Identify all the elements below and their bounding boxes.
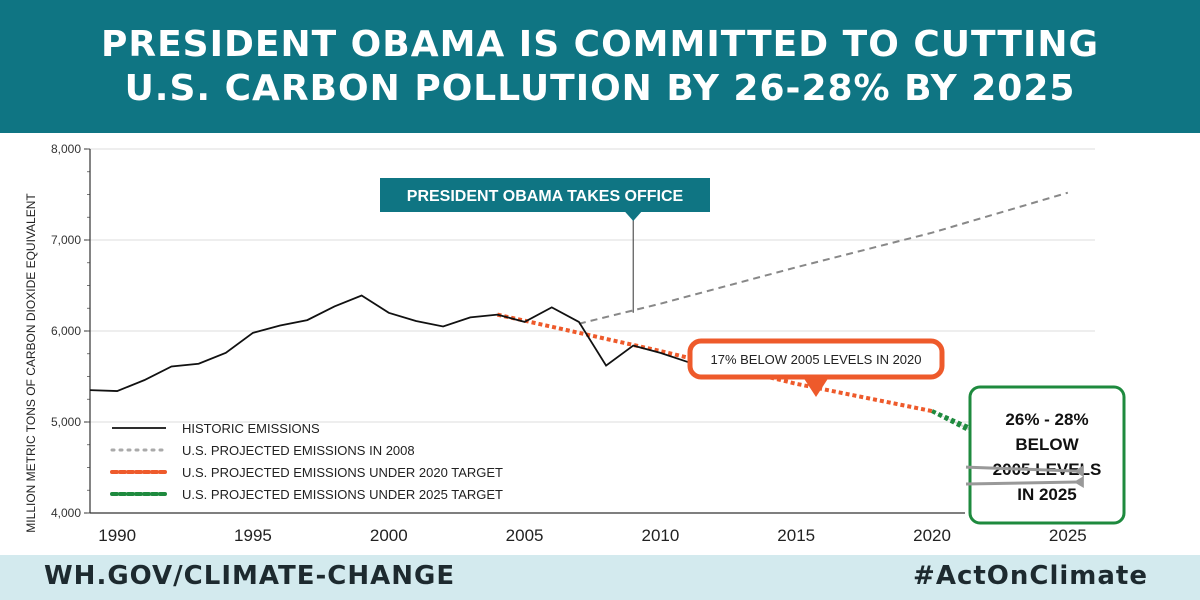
obama-office-box — [380, 178, 710, 212]
footer-hashtag[interactable]: #ActOnClimate — [913, 561, 1148, 591]
x-tick-labels: 1990 1995 2000 2005 2010 2015 2020 2025 — [98, 526, 1087, 545]
obama-office-label: PRESIDENT OBAMA TAKES OFFICE — [407, 188, 684, 205]
x-tick-label: 2015 — [777, 526, 815, 545]
y-tick-labels: 4,000 5,000 6,000 7,000 8,000 — [51, 142, 81, 520]
x-tick-label: 2000 — [370, 526, 408, 545]
annotations-layer: PRESIDENT OBAMA TAKES OFFICE 17% BELOW 20… — [380, 178, 1126, 525]
obama-office-box-tail — [625, 212, 642, 221]
emissions-chart: 4,000 5,000 6,000 7,000 8,000 1990 1995 2000 20… — [24, 142, 1126, 545]
y-tick-label: 5,000 — [51, 415, 81, 429]
target-2020-pointer — [803, 377, 829, 397]
x-tick-label: 2010 — [641, 526, 679, 545]
target-2025-box — [968, 385, 1126, 525]
legend: HISTORIC EMISSIONS U.S. PROJECTED EMISSIO… — [110, 421, 503, 502]
footer-url[interactable]: WH.GOV/CLIMATE-CHANGE — [44, 561, 456, 591]
target-2025-arrowhead — [1073, 476, 1084, 489]
title-line-1: PRESIDENT OBAMA IS COMMITTED TO CUTTING — [100, 23, 1100, 65]
target-2020-label: 17% BELOW 2005 LEVELS IN 2020 — [710, 352, 921, 367]
title-line-2: U.S. CARBON POLLUTION BY 26-28% BY 2025 — [124, 67, 1076, 109]
x-tick-label: 2025 — [1049, 526, 1087, 545]
footer-bar: WH.GOV/CLIMATE-CHANGE #ActOnClimate — [0, 555, 1200, 600]
y-tick-label: 7,000 — [51, 233, 81, 247]
target-2025-arrow — [965, 465, 1078, 473]
header-banner: PRESIDENT OBAMA IS COMMITTED TO CUTTING … — [0, 0, 1200, 133]
legend-label: U.S. PROJECTED EMISSIONS UNDER 2020 TARG… — [182, 465, 503, 480]
target-2025-label-line: BELOW — [1015, 435, 1079, 454]
y-tick-label: 8,000 — [51, 142, 81, 156]
target-2025-label-line: IN 2025 — [1017, 485, 1077, 504]
target-2025-label-line: 26% - 28% — [1005, 410, 1088, 429]
legend-label: U.S. PROJECTED EMISSIONS UNDER 2025 TARG… — [182, 487, 503, 502]
y-axis-label: MILLION METRIC TONS OF CARBON DIOXIDE EQ… — [24, 193, 38, 533]
series-layer — [89, 191, 1069, 484]
x-tick-label: 2020 — [913, 526, 951, 545]
target-2025-arrow — [965, 480, 1078, 486]
x-tick-label: 2005 — [506, 526, 544, 545]
series-projected-2008 — [578, 191, 1069, 325]
y-tick-label: 6,000 — [51, 324, 81, 338]
target-2025-arrowhead — [1073, 465, 1084, 478]
series-historic — [89, 294, 715, 392]
x-tick-label: 1990 — [98, 526, 136, 545]
axes — [84, 148, 965, 514]
legend-label: HISTORIC EMISSIONS — [182, 421, 320, 436]
x-tick-label: 1995 — [234, 526, 272, 545]
y-tick-label: 4,000 — [51, 506, 81, 520]
target-2020-box — [687, 338, 945, 380]
legend-label: U.S. PROJECTED EMISSIONS IN 2008 — [182, 443, 415, 458]
